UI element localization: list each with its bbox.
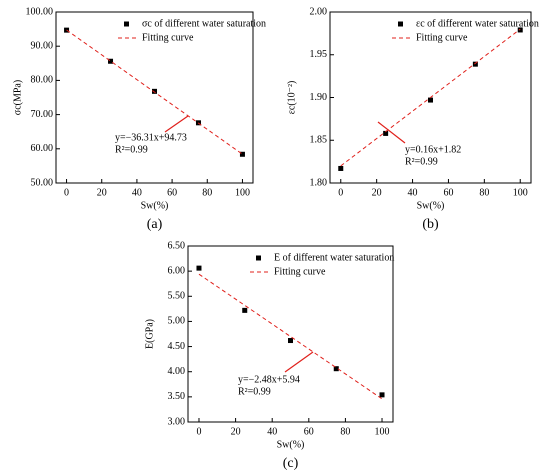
panel-label: (c) [283,456,299,471]
data-point [428,97,433,103]
legend-label: Fitting curve [142,32,194,43]
data-point [383,130,389,136]
annotation: R²=0.99 [405,156,438,167]
y-tick-label: 5.50 [168,291,186,302]
annotation: R²=0.99 [238,386,271,397]
y-axis-label: σc(MPa) [12,80,23,115]
y-tick-label: 100.00 [26,6,54,17]
x-tick-label: 100 [375,426,390,437]
x-tick-label: 100 [235,187,250,198]
y-tick-label: 2.00 [310,6,328,17]
data-point [242,307,248,313]
x-tick-label: 0 [196,426,201,437]
y-tick-label: 90.00 [31,40,54,51]
y-tick-label: 60.00 [31,143,54,154]
y-tick-label: 1.95 [310,49,328,60]
x-tick-label: 0 [64,187,69,198]
annotation: y=−2.48x+5.94 [238,374,300,385]
y-tick-label: 3.00 [168,416,186,427]
data-point [239,151,245,157]
legend-marker [398,21,403,27]
x-axis-label: Sw(%) [141,200,169,211]
data-point [472,61,478,67]
x-tick-label: 60 [304,426,314,437]
x-tick-label: 20 [97,187,107,198]
legend-label: Fitting curve [274,266,326,277]
y-tick-label: 6.50 [168,240,186,251]
y-tick-label: 1.80 [310,177,328,188]
legend-marker [124,21,129,27]
x-tick-label: 40 [267,426,277,437]
fit-line [340,28,521,167]
data-point [333,366,339,372]
legend-label: E of different water saturation [274,252,394,263]
panel-label: (b) [422,217,439,232]
x-tick-label: 100 [513,187,528,198]
annotation: R²=0.99 [115,144,148,155]
legend-marker [256,255,261,261]
y-tick-label: 1.90 [310,92,328,103]
y-tick-label: 6.00 [168,265,186,276]
legend-label: σc of different water saturation [142,18,266,29]
x-tick-label: 40 [408,187,418,198]
x-tick-label: 40 [132,187,142,198]
data-point [379,392,385,398]
y-tick-label: 5.00 [168,316,186,327]
data-point [196,265,202,271]
annotation: y=0.16x+1.82 [405,144,461,155]
x-tick-label: 80 [479,187,489,198]
annotation: y=−36.31x+94.73 [115,132,187,143]
x-axis-label: Sw(%) [417,200,445,211]
y-axis-label: E(GPa) [144,319,155,349]
data-point [108,58,114,64]
data-point [517,27,523,33]
panel-label: (a) [147,217,163,232]
legend-label: Fitting curve [416,32,468,43]
fit-line [66,29,243,155]
x-tick-label: 20 [372,187,382,198]
y-tick-label: 80.00 [31,75,54,86]
x-tick-label: 20 [231,426,241,437]
y-tick-label: 1.85 [310,135,328,146]
plot-frame [187,245,394,423]
x-axis-label: Sw(%) [277,439,305,450]
data-point [152,88,157,94]
plot-frame [55,11,254,184]
y-tick-label: 4.50 [168,341,186,352]
annotation-arrow [164,115,189,133]
x-tick-label: 80 [202,187,212,198]
x-tick-label: 80 [340,426,350,437]
y-tick-label: 70.00 [31,109,54,120]
fit-line [198,273,383,400]
y-tick-label: 3.50 [168,391,186,402]
x-tick-label: 60 [443,187,453,198]
y-tick-label: 50.00 [31,177,54,188]
y-axis-label: εc(10⁻²) [286,81,297,115]
x-tick-label: 0 [338,187,343,198]
data-point [288,338,293,344]
y-tick-label: 4.00 [168,366,186,377]
annotation-arrow [284,351,314,373]
annotation-arrow [377,121,406,144]
legend-label: εc of different water saturation [416,18,539,29]
x-tick-label: 60 [167,187,177,198]
data-point [338,165,344,171]
